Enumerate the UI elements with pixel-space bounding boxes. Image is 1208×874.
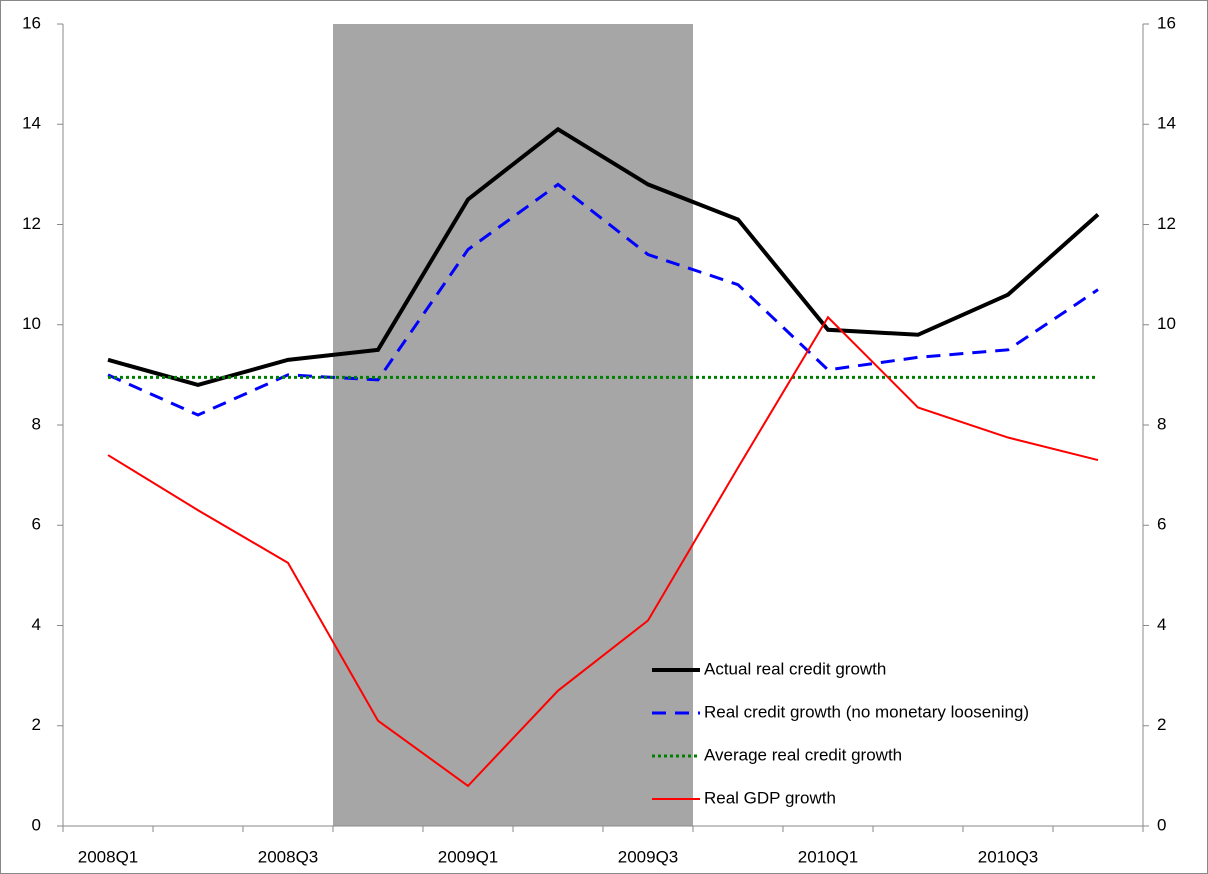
y-tick-label: 2: [32, 715, 41, 734]
y-tick-label: 12: [22, 214, 41, 233]
y2-tick-label: 2: [1157, 715, 1166, 734]
x-tick-label: 2008Q3: [258, 847, 319, 866]
y-tick-label: 0: [32, 815, 41, 834]
x-tick-label: 2010Q1: [798, 847, 859, 866]
series-line: [107, 126, 1100, 387]
legend-label: Real GDP growth: [704, 788, 836, 807]
y-tick-label: 14: [22, 114, 41, 133]
y2-tick-label: 4: [1157, 615, 1166, 634]
y2-tick-label: 12: [1157, 214, 1176, 233]
legend-label: Actual real credit growth: [704, 659, 886, 678]
x-tick-label: 2009Q3: [618, 847, 679, 866]
x-tick-label: 2010Q3: [978, 847, 1039, 866]
legend-label: Average real credit growth: [704, 745, 902, 764]
y-tick-label: 8: [32, 414, 41, 433]
y-tick-label: 16: [22, 13, 41, 32]
y2-tick-label: 0: [1157, 815, 1166, 834]
y-tick-label: 10: [22, 314, 41, 333]
y-tick-label: 6: [32, 515, 41, 534]
y2-tick-label: 8: [1157, 414, 1166, 433]
y-tick-label: 4: [32, 615, 41, 634]
series-line: [107, 315, 1099, 788]
y2-tick-label: 6: [1157, 515, 1166, 534]
y2-tick-label: 16: [1157, 13, 1176, 32]
series-line: [107, 182, 1099, 417]
y2-tick-label: 14: [1157, 114, 1176, 133]
x-tick-label: 2009Q1: [438, 847, 499, 866]
y2-tick-label: 10: [1157, 314, 1176, 333]
x-tick-label: 2008Q1: [78, 847, 139, 866]
shaded-period: [333, 24, 693, 826]
legend-label: Real credit growth (no monetary loosenin…: [704, 702, 1029, 721]
